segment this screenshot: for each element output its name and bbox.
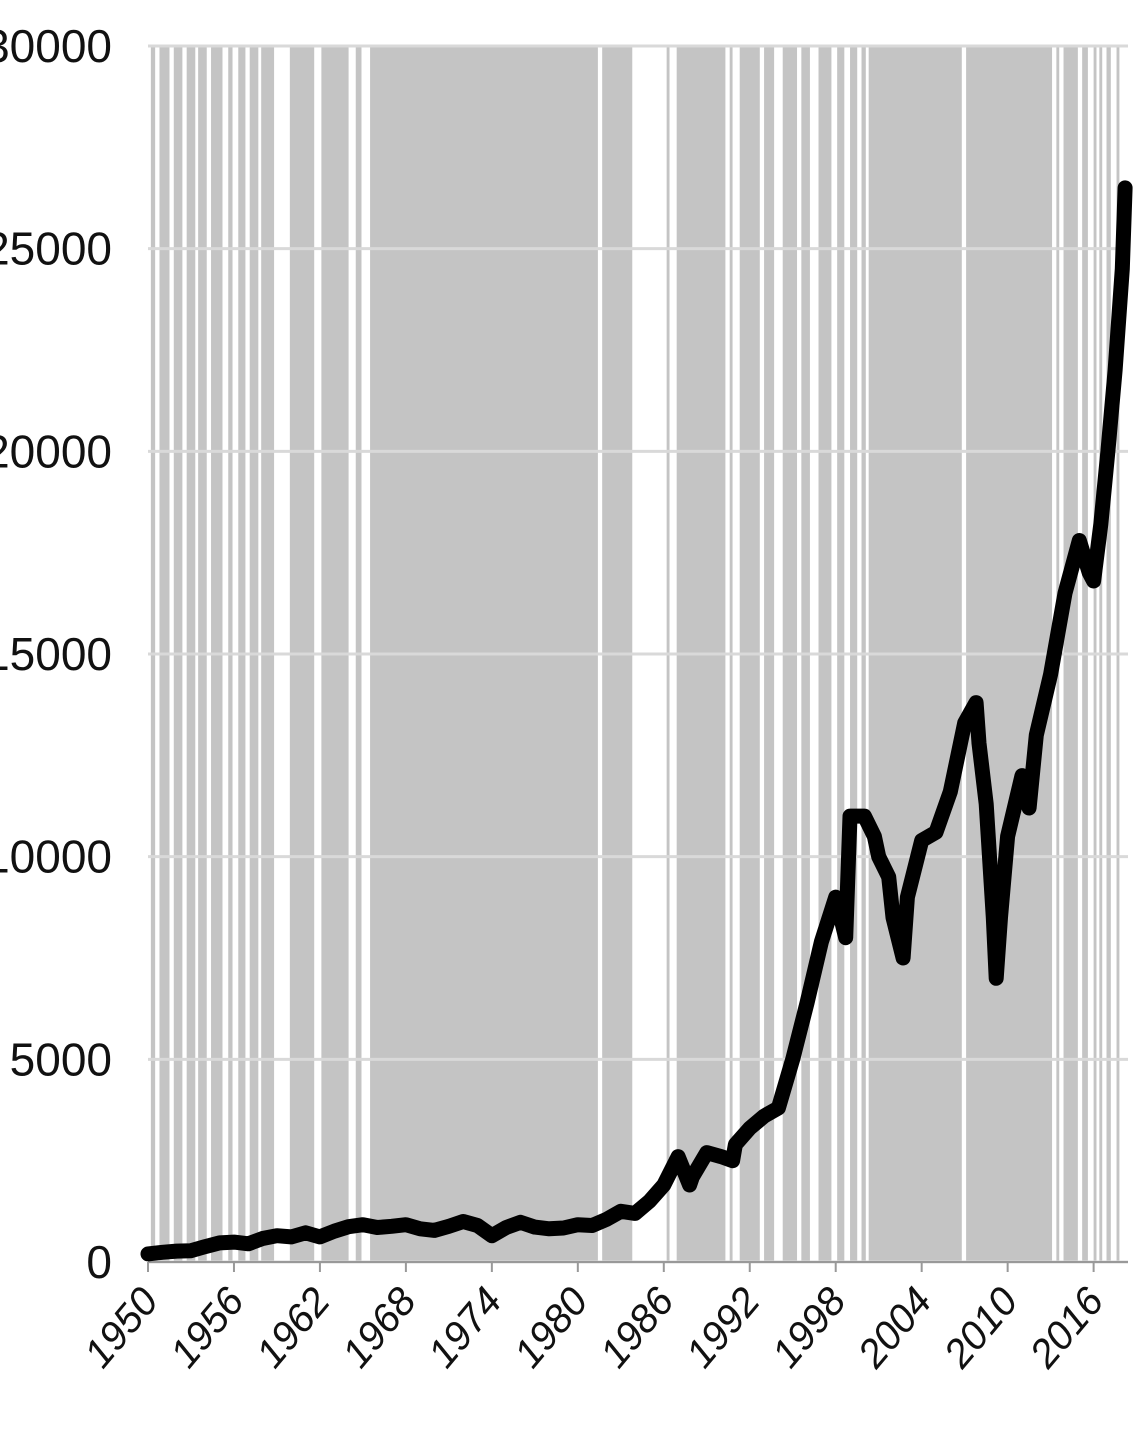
x-tick-labels: 1950195619621968197419801986199219982004… (76, 1279, 1113, 1377)
x-tick-label-1956: 1956 (162, 1279, 253, 1376)
x-tick-label-2004: 2004 (849, 1280, 941, 1377)
y-tick-label-30000: 30000 (0, 20, 112, 72)
series-line-layer (140, 180, 1133, 1262)
y-tick-label-0: 0 (86, 1236, 112, 1288)
series-line-0 (140, 180, 1133, 1262)
y-tick-label-5000: 5000 (10, 1033, 112, 1085)
x-tick-label-1950: 1950 (76, 1280, 167, 1376)
x-tick-label-1986: 1986 (592, 1279, 683, 1376)
y-tick-label-20000: 20000 (0, 425, 112, 477)
y-tick-labels: 0 5000 10000 15000 20000 25000 30000 (0, 20, 112, 1288)
axes (147, 1261, 1128, 1272)
y-tick-label-10000: 10000 (0, 831, 112, 883)
x-tick-label-2016: 2016 (1021, 1279, 1113, 1377)
x-tick-label-2010: 2010 (935, 1280, 1027, 1377)
x-tick-label-1992: 1992 (678, 1280, 769, 1376)
x-tick-label-1974: 1974 (420, 1280, 511, 1376)
x-tick-label-1962: 1962 (248, 1280, 339, 1376)
x-tick-label-1998: 1998 (764, 1279, 855, 1376)
y-tick-label-25000: 25000 (0, 223, 112, 275)
y-tick-label-15000: 15000 (0, 628, 112, 680)
x-tick-label-1980: 1980 (506, 1280, 597, 1376)
x-tick-label-1968: 1968 (334, 1279, 425, 1376)
